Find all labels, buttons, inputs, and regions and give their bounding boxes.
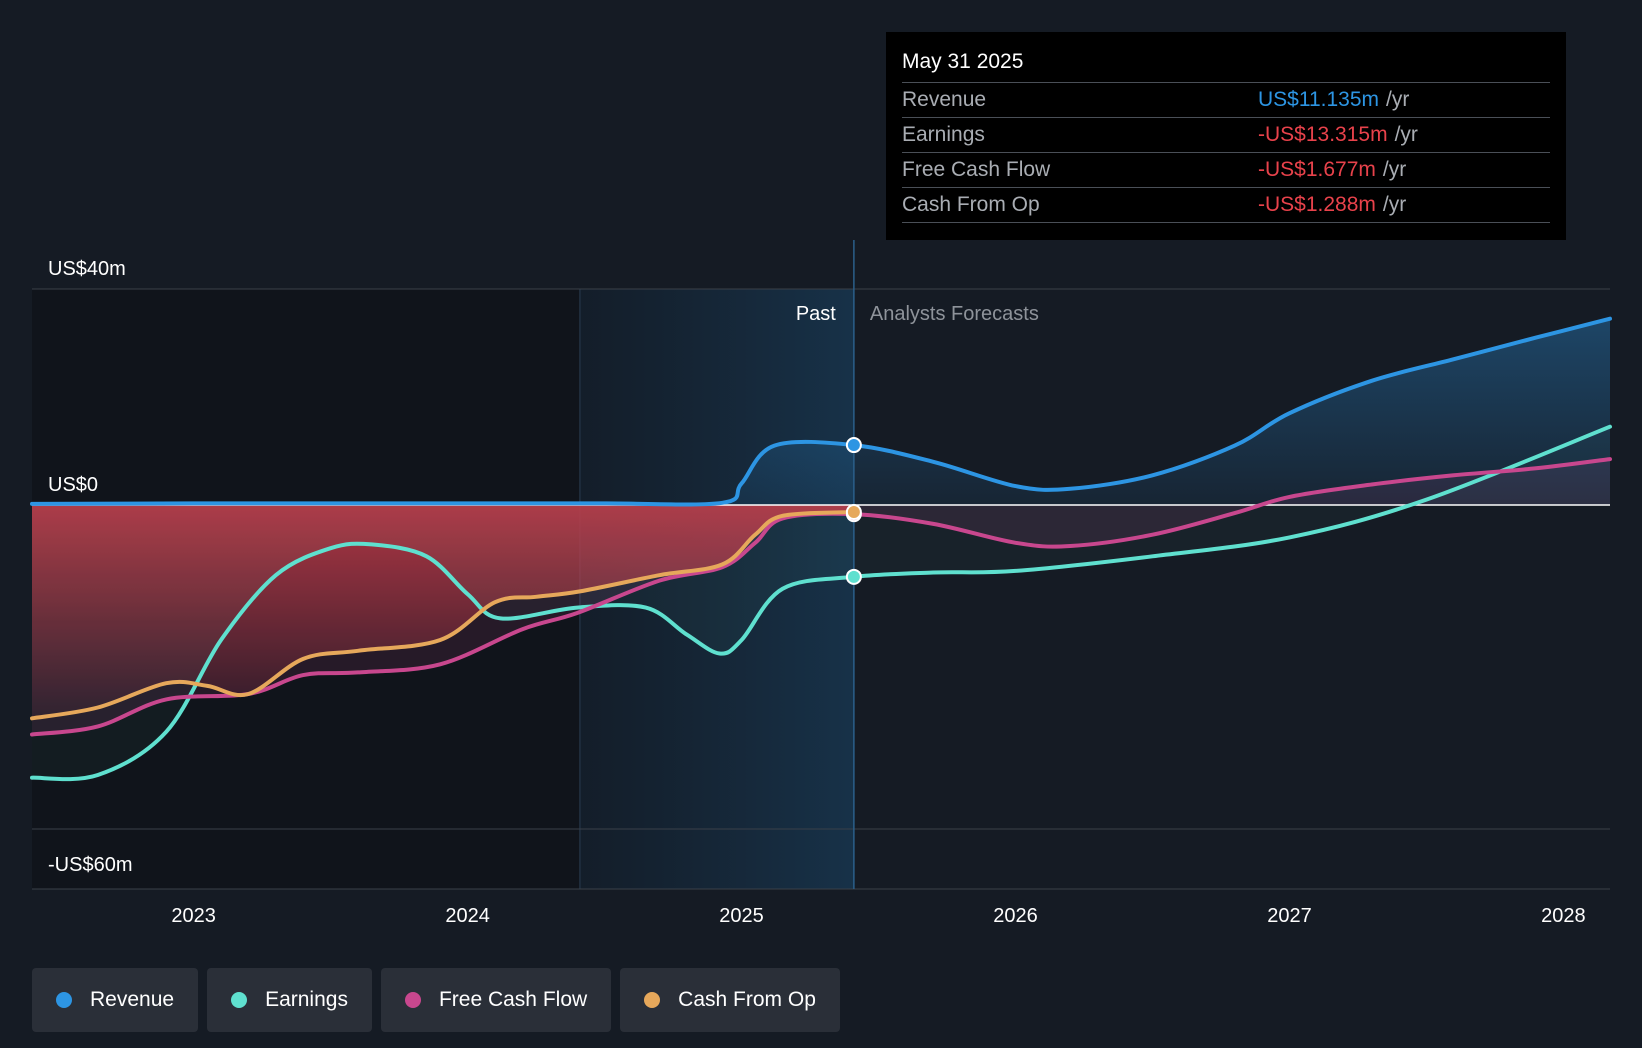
x-axis-tick-label: 2026 <box>993 905 1038 927</box>
y-axis-tick-label: US$0 <box>48 474 98 496</box>
x-axis-tick-label: 2028 <box>1541 905 1586 927</box>
legend-label: Earnings <box>265 988 348 1011</box>
tooltip-row-unit: /yr <box>1394 123 1418 146</box>
x-axis-tick-label: 2023 <box>171 905 216 927</box>
tooltip-row-value: -US$13.315m <box>1258 123 1388 146</box>
tooltip-row-earnings: Earnings -US$13.315m /yr <box>902 117 1550 152</box>
tooltip-row-unit: /yr <box>1382 158 1407 181</box>
tooltip-row-label: Revenue <box>902 88 987 111</box>
forecast-label: Analysts Forecasts <box>870 303 1039 325</box>
tooltip-row-value: -US$1.288m <box>1258 193 1376 216</box>
fcf-line <box>30 457 1612 737</box>
tooltip-row-label: Cash From Op <box>902 193 1040 216</box>
legend-dot-icon <box>56 992 72 1008</box>
tooltip-row-unit: /yr <box>1386 88 1410 111</box>
tooltip-row-label: Earnings <box>902 123 985 146</box>
cfo-negative-area <box>32 505 854 719</box>
cfo-line <box>30 510 856 721</box>
legend-label: Free Cash Flow <box>438 988 588 1011</box>
tooltip-row-revenue: Revenue US$11.135m /yr <box>902 82 1550 117</box>
x-axis-tick-label: 2027 <box>1267 905 1312 927</box>
legend-dot-icon <box>231 992 248 1008</box>
tooltip-date: May 31 2025 <box>902 50 1024 73</box>
revenue-point-marker <box>845 437 862 454</box>
legend-item-cash-from-op[interactable]: Cash From Op <box>620 968 840 1032</box>
legend-dot-icon <box>404 992 421 1008</box>
earnings-line <box>30 424 1612 782</box>
tooltip-row-label: Free Cash Flow <box>902 158 1051 181</box>
tooltip-row-value: -US$1.677m <box>1258 158 1376 181</box>
legend-dot-icon <box>644 992 661 1008</box>
revenue-line <box>30 316 1612 507</box>
past-label: Past <box>796 303 836 325</box>
y-axis-tick-label: -US$60m <box>48 854 132 876</box>
earnings-point-marker <box>845 568 862 585</box>
legend-label: Revenue <box>90 988 175 1011</box>
legend-label: Cash From Op <box>678 988 816 1011</box>
tooltip-row-cash-from-op: Cash From Op -US$1.288m /yr <box>902 187 1550 223</box>
cfo-point-marker <box>845 504 862 521</box>
tooltip: May 31 2025 Revenue US$11.135m /yr Earni… <box>886 32 1566 240</box>
tooltip-row-free-cash-flow: Free Cash Flow -US$1.677m /yr <box>902 152 1550 187</box>
x-axis-tick-label: 2025 <box>719 905 764 927</box>
legend-item-revenue[interactable]: Revenue <box>32 968 199 1032</box>
highlight-band <box>579 289 854 889</box>
legend: Revenue Earnings Free Cash Flow Cash Fro… <box>32 968 840 1032</box>
tooltip-row-unit: /yr <box>1382 193 1407 216</box>
y-axis-tick-label: US$40m <box>48 258 126 280</box>
tooltip-row-value: US$11.135m <box>1258 88 1380 111</box>
x-axis-tick-label: 2024 <box>445 905 490 927</box>
legend-item-free-cash-flow[interactable]: Free Cash Flow <box>380 968 612 1032</box>
revenue-area <box>32 318 1610 505</box>
legend-item-earnings[interactable]: Earnings <box>207 968 372 1032</box>
earnings-negative-area <box>32 426 1610 780</box>
